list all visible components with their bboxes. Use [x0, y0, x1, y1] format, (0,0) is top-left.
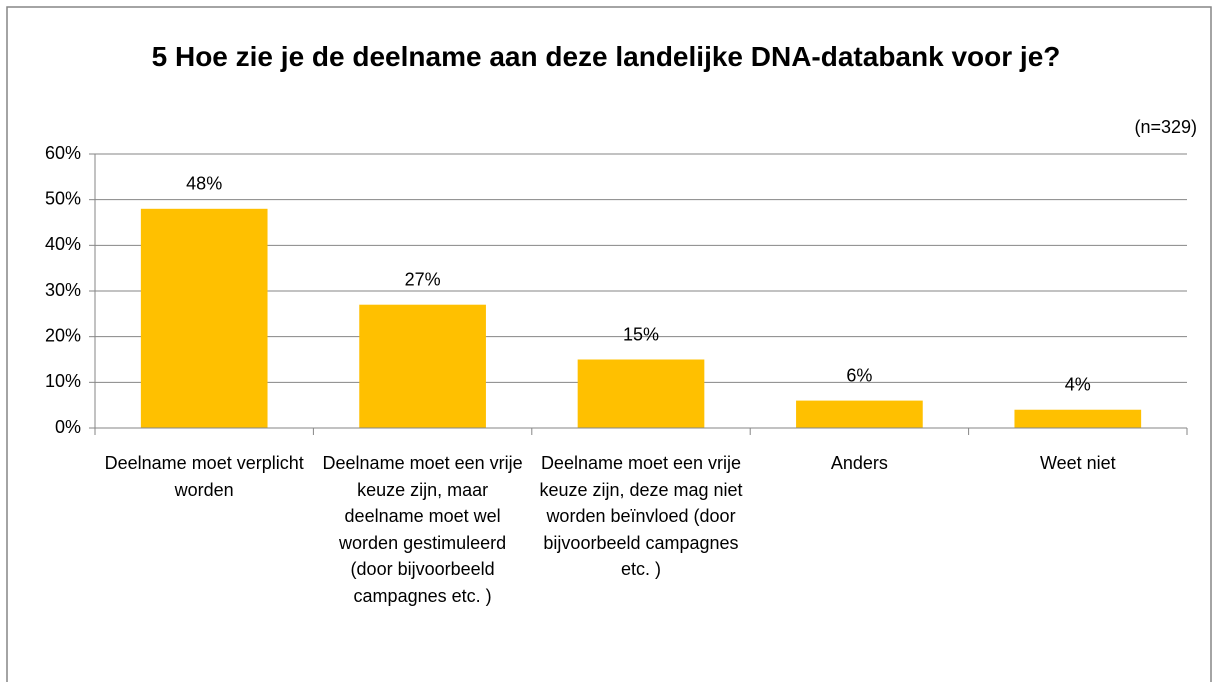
x-tick-label: Deelname moet een vrije keuze zijn, maar… [322, 453, 523, 606]
x-tick-label: Anders [830, 453, 888, 473]
bar [140, 208, 268, 428]
bar [577, 359, 705, 428]
x-tick-label: Deelname moet verplicht worden [104, 453, 304, 500]
bar [1014, 409, 1142, 428]
y-tick-label: 20% [45, 325, 81, 345]
value-label: 27% [405, 269, 441, 289]
y-tick-label: 10% [45, 371, 81, 391]
bar [359, 304, 486, 428]
value-label: 15% [623, 324, 659, 344]
value-label: 6% [846, 365, 872, 385]
value-label: 4% [1065, 374, 1091, 394]
annotation: (n=329) [1134, 117, 1197, 137]
chart-border [6, 6, 1212, 682]
bar [796, 400, 923, 428]
y-tick-label: 50% [45, 188, 81, 208]
y-tick-label: 30% [45, 280, 81, 300]
y-tick-label: 60% [45, 143, 81, 163]
x-tick-label: Deelname moet een vrije keuze zijn, deze… [539, 453, 743, 579]
x-tick-label: Weet niet [1039, 453, 1116, 473]
value-label: 48% [186, 174, 222, 194]
y-tick-label: 0% [55, 417, 81, 437]
y-tick-label: 40% [45, 234, 81, 254]
chart-title: 5 Hoe zie je de deelname aan deze landel… [151, 41, 1061, 72]
